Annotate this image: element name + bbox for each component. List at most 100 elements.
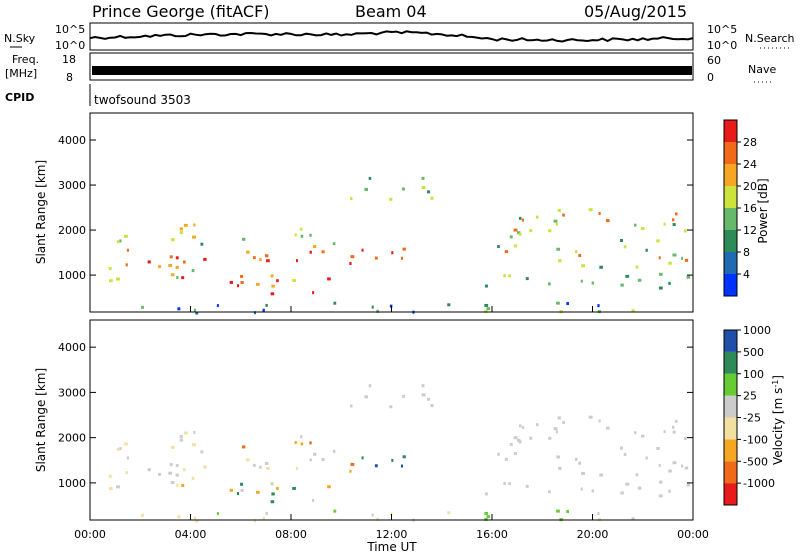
power-cell [588, 208, 593, 212]
power-cell [580, 279, 583, 283]
power-cell [193, 308, 197, 312]
velocity-cell [686, 483, 691, 487]
colorbar-tick-label: 25 [743, 390, 757, 403]
colorbar-swatch [724, 274, 737, 296]
velocity-cell [484, 511, 489, 515]
power-cell [663, 222, 666, 226]
velocity-cell [513, 436, 518, 440]
power-cell [270, 292, 275, 296]
power-cell [548, 229, 552, 233]
velocity-cell [658, 494, 663, 498]
colorbar-tick-label: 24 [743, 158, 757, 171]
power-cell [192, 235, 196, 239]
power-cell [656, 239, 660, 243]
power-cell [240, 281, 244, 285]
power-cell [597, 304, 600, 308]
time-axis-ticks: 00:00 04:00 08:00 12:00 16:00 20:00 00:00 [74, 306, 709, 541]
power-cell [672, 223, 676, 227]
velocity-cell [119, 447, 122, 451]
power-cell [253, 311, 257, 315]
power-cell [625, 274, 630, 278]
velocity-cell [350, 462, 355, 466]
velocity-cell [240, 482, 243, 486]
nsky-label: N.Sky [4, 32, 36, 45]
colorbar-tick-label: 1000 [743, 324, 771, 337]
xtick-label: 08:00 [275, 528, 307, 541]
power-cell [484, 303, 489, 307]
velocity-cell [109, 487, 113, 491]
velocity-cell [333, 509, 337, 513]
velocity-cell [175, 473, 179, 477]
velocity-cell [658, 463, 661, 467]
velocity-cell [368, 384, 372, 388]
power-cell [246, 250, 250, 254]
power-cell [421, 185, 426, 189]
velocity-cell [556, 509, 560, 513]
velocity-cell [192, 443, 196, 447]
power-cell [276, 279, 279, 283]
freq-label: Freq. [12, 53, 39, 66]
velocity-cell [147, 468, 151, 472]
power-cell [195, 311, 199, 315]
power-cell [401, 187, 405, 191]
velocity-cell [170, 481, 175, 485]
velocity-cell [256, 490, 260, 494]
velocity-cell [124, 442, 128, 446]
power-cell [620, 283, 624, 287]
colorbar-tick-label: 20 [743, 180, 757, 193]
power-cell [175, 256, 179, 260]
power-cell [591, 281, 594, 285]
velocity-cell [484, 517, 488, 521]
power-panel: Slant Range [km] 1000 2000 3000 4000 4 8 12 16… [34, 112, 770, 315]
velocity-cell [253, 463, 256, 467]
velocity-colorbar-label: Velocity [m s-1] [771, 375, 785, 465]
velocity-cell [300, 442, 304, 446]
ytick-label: 2000 [58, 432, 86, 445]
ytick-label: 3000 [58, 386, 86, 399]
colorbar-swatch [724, 417, 737, 440]
power-cell [124, 234, 128, 238]
ytick-label: 4000 [58, 341, 86, 354]
power-cell [645, 248, 648, 252]
velocity-cell [265, 461, 269, 465]
xtick-label: 16:00 [476, 528, 508, 541]
power-cell [517, 231, 521, 235]
power-cell [169, 255, 173, 259]
velocity-cell [535, 423, 539, 427]
velocity-cell [116, 447, 120, 451]
power-cell [265, 303, 268, 307]
velocity-cell [656, 446, 660, 450]
power-cell [119, 239, 122, 243]
colorbar-swatch [724, 230, 737, 252]
velocity-cell [598, 419, 601, 423]
velocity-cell [525, 484, 529, 488]
date-title: 05/Aug/2015 [584, 2, 687, 21]
velocity-colorbar: -1000 -500 -100 -25 25 100 500 1000 [723, 324, 775, 506]
power-cell [518, 232, 522, 236]
power-cell [484, 284, 488, 288]
power-cell [270, 274, 274, 278]
velocity-cell [521, 426, 525, 430]
power-cell [256, 282, 260, 286]
power-cell [321, 250, 325, 254]
power-cell [508, 274, 511, 278]
power-cell [631, 309, 635, 313]
power-cell [141, 305, 144, 309]
velocity-cell [176, 483, 179, 487]
velocity-cell [262, 516, 265, 520]
velocity-cell [126, 456, 129, 460]
power-cell [486, 307, 491, 311]
power-cell [635, 265, 639, 269]
power-cell [350, 255, 355, 259]
power-cell [513, 228, 518, 232]
velocity-cell [578, 461, 582, 465]
velocity-cell [486, 515, 491, 519]
colorbar-tick-label: 12 [743, 224, 757, 237]
velocity-cell [402, 455, 406, 459]
nsky-frame [89, 22, 694, 51]
velocity-cell [183, 431, 188, 435]
velocity-cell [271, 492, 275, 496]
velocity-cell [371, 513, 374, 517]
nsearch-top-tick: 10^5 [707, 23, 737, 36]
